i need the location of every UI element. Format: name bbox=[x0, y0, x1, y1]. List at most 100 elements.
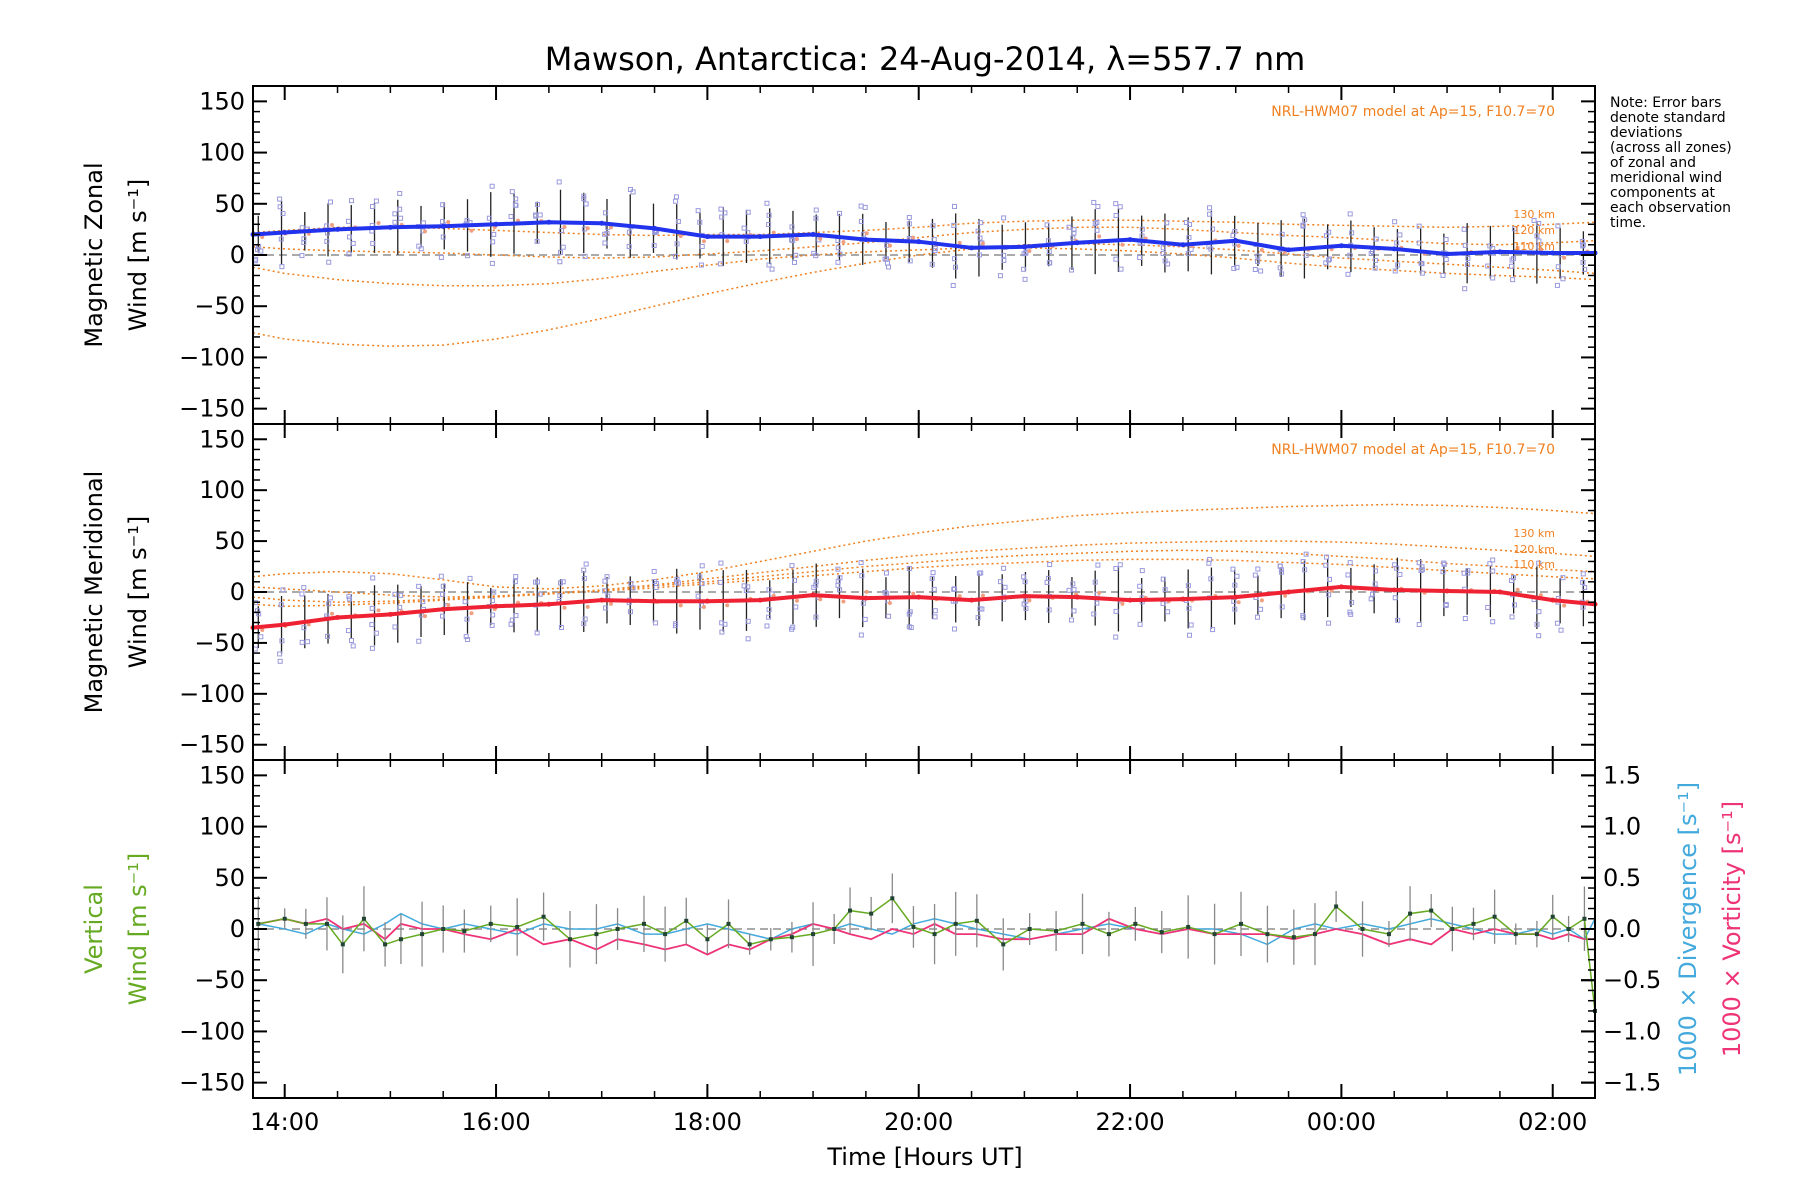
zone-sample bbox=[582, 253, 588, 259]
model-curve-model-high bbox=[252, 503, 1596, 590]
zone-sample bbox=[513, 202, 519, 208]
observed-point bbox=[440, 606, 446, 612]
observed-point bbox=[863, 237, 869, 243]
observed-point bbox=[810, 232, 816, 238]
zone-sample bbox=[858, 560, 864, 566]
zone-sample bbox=[1397, 571, 1403, 577]
zone-sample bbox=[1206, 560, 1212, 566]
y-tick-label: −50 bbox=[194, 629, 245, 657]
observed-point bbox=[1021, 244, 1027, 250]
zone-sample bbox=[350, 643, 356, 649]
zone-sample bbox=[1252, 572, 1258, 578]
zone-sample bbox=[1044, 579, 1050, 585]
vertical-wind-point bbox=[684, 918, 689, 923]
zone-sample bbox=[1579, 238, 1585, 244]
vertical-wind-point bbox=[869, 911, 874, 916]
zone-sample bbox=[1490, 557, 1496, 563]
zone-sample bbox=[301, 239, 307, 245]
zone-sample bbox=[862, 204, 868, 210]
zone-sample-alt bbox=[725, 239, 730, 244]
observed-point bbox=[969, 245, 975, 251]
vertical-wind-point bbox=[832, 927, 837, 931]
zone-sample bbox=[699, 581, 705, 587]
zone-sample bbox=[369, 204, 375, 210]
y-tick-label: 150 bbox=[199, 425, 245, 453]
zone-sample-alt bbox=[1515, 587, 1520, 592]
zone-sample bbox=[1022, 276, 1028, 282]
x-tick-label: 00:00 bbox=[1307, 1108, 1376, 1136]
zone-sample-alt bbox=[864, 589, 869, 594]
vertical-wind-point bbox=[1159, 930, 1164, 935]
zone-sample bbox=[1188, 246, 1194, 252]
observed-point bbox=[652, 598, 658, 604]
zone-sample bbox=[398, 592, 404, 598]
zone-sample bbox=[1465, 568, 1471, 574]
zone-sample bbox=[630, 585, 636, 591]
observed-point bbox=[1286, 589, 1292, 595]
zone-sample bbox=[1185, 583, 1191, 589]
zone-sample bbox=[813, 207, 819, 213]
vertical-wind-point bbox=[811, 932, 816, 937]
zone-sample bbox=[416, 583, 422, 589]
zone-sample bbox=[392, 219, 398, 225]
zone-sample-alt bbox=[260, 235, 265, 240]
zone-sample bbox=[1162, 258, 1168, 264]
zone-sample bbox=[1254, 258, 1260, 264]
zone-sample bbox=[1555, 264, 1561, 270]
zone-sample bbox=[766, 614, 772, 620]
zone-sample-alt bbox=[818, 236, 823, 241]
vertical-wind-point bbox=[1492, 914, 1497, 919]
zone-sample bbox=[1300, 212, 1306, 218]
observed-point bbox=[335, 226, 341, 232]
zone-sample bbox=[1373, 568, 1379, 574]
zone-sample bbox=[745, 636, 751, 642]
zone-sample bbox=[1071, 230, 1077, 236]
zone-sample bbox=[1510, 277, 1516, 283]
zone-sample-alt bbox=[841, 599, 846, 604]
zonal-observed-series bbox=[250, 179, 1598, 292]
zone-sample-alt bbox=[771, 593, 776, 598]
zone-sample bbox=[626, 229, 632, 235]
y-tick-label: −50 bbox=[194, 292, 245, 320]
zone-sample bbox=[1300, 613, 1306, 619]
zone-sample bbox=[279, 264, 285, 270]
zone-sample bbox=[392, 591, 398, 597]
zone-sample bbox=[1113, 566, 1119, 572]
vertical-wind-panel: 150 100 50 0 −50 −100 −150 1.5 1.0 0.5 0.0 −0.5 −1.… bbox=[80, 759, 1746, 1099]
zone-sample bbox=[997, 579, 1003, 585]
x-tick-label: 16:00 bbox=[461, 1108, 530, 1136]
zone-sample-alt bbox=[469, 228, 474, 233]
observed-point bbox=[863, 595, 869, 601]
zone-sample bbox=[583, 561, 589, 567]
zone-sample bbox=[1509, 257, 1515, 263]
zone-sample bbox=[1095, 204, 1101, 210]
observed-point bbox=[1233, 594, 1239, 600]
zone-sample bbox=[602, 588, 608, 594]
zone-sample bbox=[1230, 566, 1236, 572]
zone-sample bbox=[1183, 219, 1189, 225]
zone-sample bbox=[673, 194, 679, 200]
observed-point bbox=[440, 223, 446, 229]
zone-sample bbox=[1044, 222, 1050, 228]
observed-point bbox=[704, 234, 710, 240]
zone-sample bbox=[1139, 233, 1145, 239]
zone-sample bbox=[1300, 222, 1306, 228]
zone-sample bbox=[438, 254, 444, 260]
zone-sample-alt bbox=[701, 239, 706, 244]
zone-sample bbox=[1066, 587, 1072, 593]
zone-sample bbox=[277, 658, 283, 664]
zone-sample bbox=[1416, 223, 1422, 229]
zone-sample bbox=[651, 568, 657, 574]
zone-sample bbox=[465, 637, 471, 643]
zone-sample bbox=[951, 222, 957, 228]
zone-sample bbox=[513, 574, 519, 580]
zone-sample bbox=[1531, 218, 1537, 224]
zone-sample-alt bbox=[794, 237, 799, 242]
zone-sample bbox=[1394, 240, 1400, 246]
zone-sample bbox=[626, 244, 632, 250]
zone-sample bbox=[1160, 245, 1166, 251]
zone-sample bbox=[1254, 614, 1260, 620]
zone-sample bbox=[438, 573, 444, 579]
zone-sample bbox=[952, 626, 958, 632]
